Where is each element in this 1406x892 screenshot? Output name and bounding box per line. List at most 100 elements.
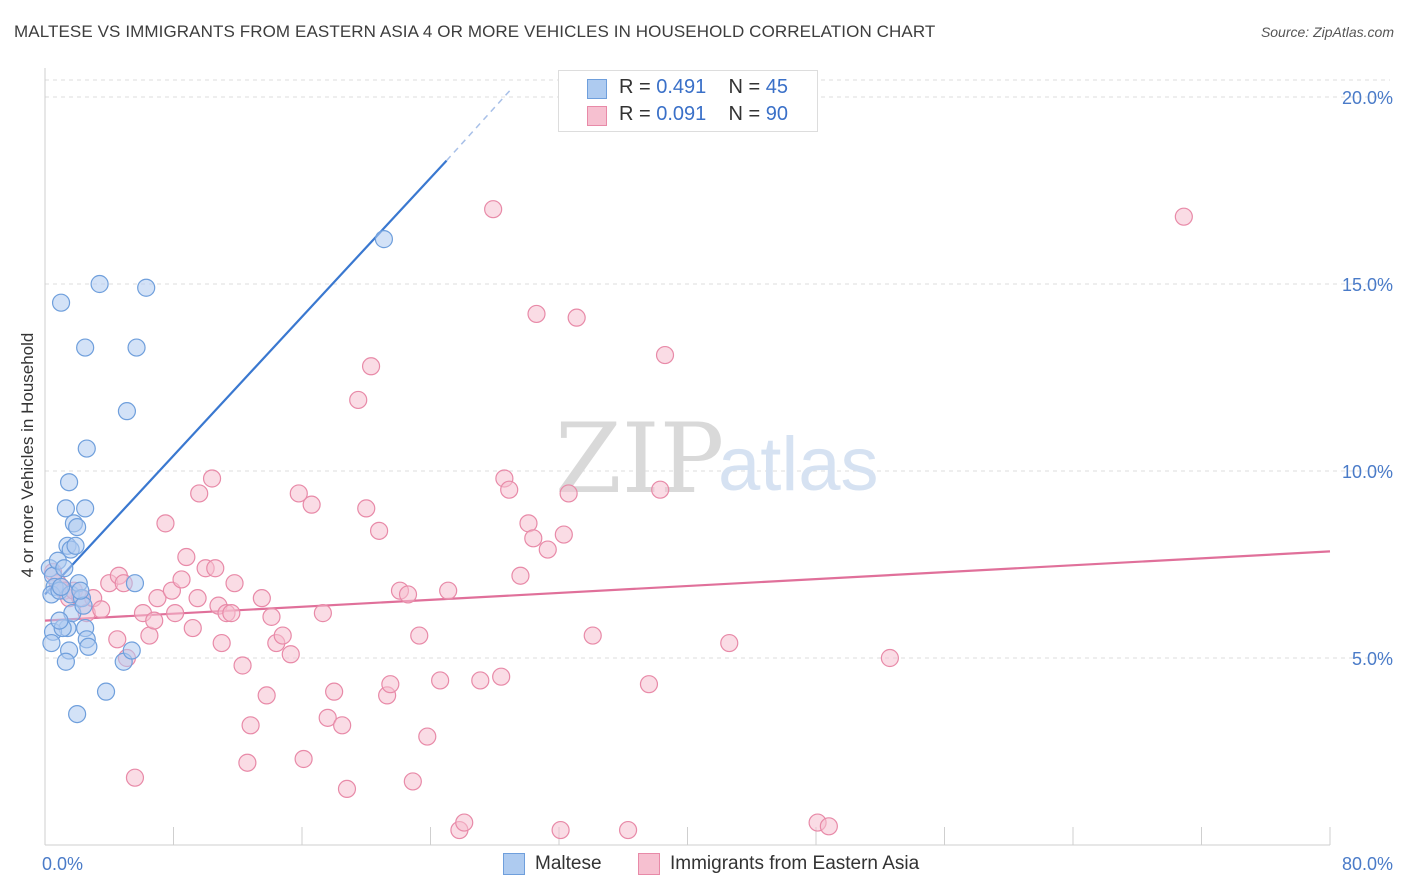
eastern-asia-point bbox=[403, 772, 422, 791]
eastern-asia-point bbox=[1174, 207, 1193, 226]
y-tick-label: 10.0% bbox=[1342, 462, 1393, 482]
legend-swatch-eastern-asia bbox=[587, 106, 607, 126]
eastern-asia-point bbox=[202, 469, 222, 488]
maltese-point bbox=[50, 611, 69, 630]
eastern-asia-point bbox=[172, 570, 191, 589]
maltese-point bbox=[51, 293, 71, 312]
legend-r-label: R = bbox=[619, 103, 651, 125]
eastern-asia-point bbox=[651, 480, 670, 499]
eastern-asia-point bbox=[524, 529, 543, 548]
eastern-asia-point bbox=[325, 682, 344, 701]
eastern-asia-point bbox=[108, 630, 127, 649]
y-tick-label: 20.0% bbox=[1342, 88, 1393, 108]
eastern-asia-point bbox=[190, 484, 209, 503]
eastern-asia-point bbox=[233, 656, 252, 675]
eastern-asia-point bbox=[206, 559, 225, 578]
eastern-asia-point bbox=[500, 480, 519, 499]
legend-n-value: 90 bbox=[765, 103, 789, 125]
eastern-asia-point bbox=[538, 540, 557, 559]
eastern-asia-point bbox=[381, 675, 400, 694]
eastern-asia-point bbox=[302, 495, 321, 514]
maltese-point bbox=[71, 581, 90, 600]
chart-title: MALTESE VS IMMIGRANTS FROM EASTERN ASIA … bbox=[14, 22, 936, 41]
maltese-point bbox=[90, 274, 109, 294]
maltese-trend-extension bbox=[446, 89, 512, 162]
y-tick-label: 15.0% bbox=[1342, 275, 1393, 295]
maltese-point bbox=[127, 338, 146, 357]
maltese-point bbox=[76, 338, 95, 357]
legend-n-label: N = bbox=[728, 103, 761, 125]
maltese-point bbox=[76, 499, 95, 518]
eastern-asia-point bbox=[349, 390, 368, 410]
legend-n-value: 45 bbox=[765, 76, 789, 98]
maltese-point bbox=[55, 559, 74, 578]
eastern-asia-point bbox=[337, 779, 357, 799]
eastern-asia-point bbox=[418, 727, 437, 746]
gridlines bbox=[45, 79, 1390, 659]
bottom-legend-label-eastern-asia: Immigrants from Eastern Asia bbox=[670, 853, 920, 874]
eastern-asia-point bbox=[511, 566, 530, 585]
eastern-asia-point bbox=[262, 607, 281, 626]
eastern-asia-point bbox=[241, 716, 260, 735]
maltese-point bbox=[56, 499, 75, 518]
watermark-atlas: atlas bbox=[718, 422, 879, 507]
eastern-asia-point bbox=[471, 671, 490, 690]
maltese-point bbox=[117, 402, 137, 421]
eastern-asia-point bbox=[583, 626, 602, 645]
eastern-asia-point bbox=[156, 514, 175, 533]
eastern-asia-point bbox=[222, 604, 241, 623]
legend-r-value: 0.091 bbox=[656, 103, 707, 125]
x-tick-labels: 0.0% 80.0% bbox=[42, 854, 1393, 874]
maltese-point bbox=[77, 439, 96, 458]
eastern-asia-point bbox=[145, 611, 164, 630]
eastern-asia-point bbox=[639, 675, 659, 694]
eastern-asia-point bbox=[238, 753, 257, 772]
eastern-asia-point bbox=[361, 357, 381, 376]
maltese-point bbox=[79, 637, 98, 656]
eastern-asia-point bbox=[148, 589, 167, 608]
maltese-point bbox=[137, 278, 156, 297]
watermark-zip: ZIP bbox=[555, 403, 724, 515]
maltese-point bbox=[68, 517, 87, 537]
eastern-asia-point bbox=[183, 618, 202, 638]
maltese-point bbox=[125, 574, 145, 593]
eastern-asia-point bbox=[281, 645, 300, 664]
correlation-legend: R = 0.491 N = 45 R = 0.091 N = 90 bbox=[558, 70, 818, 132]
maltese-point bbox=[56, 652, 75, 671]
eastern-asia-point bbox=[212, 633, 231, 653]
eastern-asia-point bbox=[527, 304, 546, 324]
eastern-asia-point bbox=[370, 521, 389, 540]
eastern-asia-point bbox=[177, 547, 196, 567]
legend-swatch-maltese bbox=[587, 79, 607, 99]
eastern-asia-point bbox=[551, 820, 570, 840]
eastern-asia-point bbox=[439, 581, 458, 600]
eastern-asia-point bbox=[880, 648, 899, 668]
x-tick-label: 80.0% bbox=[1342, 854, 1393, 874]
x-tick-label: 0.0% bbox=[42, 854, 83, 874]
maltese-point bbox=[59, 473, 79, 492]
eastern-asia-point bbox=[333, 716, 352, 735]
eastern-asia-point bbox=[431, 671, 450, 690]
legend-r-label: R = bbox=[619, 76, 651, 98]
eastern-asia-point bbox=[225, 574, 244, 593]
maltese-point bbox=[374, 230, 394, 249]
eastern-asia-point bbox=[655, 345, 675, 365]
watermark: ZIP atlas bbox=[555, 403, 879, 515]
eastern-asia-point bbox=[554, 525, 573, 544]
eastern-asia-point bbox=[125, 768, 145, 787]
data-points bbox=[40, 200, 1193, 840]
eastern-asia-point bbox=[289, 484, 308, 503]
eastern-asia-point bbox=[567, 308, 586, 327]
maltese-point bbox=[42, 633, 61, 653]
legend-n-label: N = bbox=[728, 76, 761, 98]
eastern-asia-point bbox=[618, 820, 638, 840]
y-tick-labels: 5.0% 10.0% 15.0% 20.0% bbox=[1342, 88, 1393, 669]
maltese-point bbox=[122, 641, 141, 660]
legend-r-value: 0.491 bbox=[656, 76, 707, 98]
eastern-asia-point bbox=[455, 813, 474, 832]
eastern-asia-point bbox=[398, 585, 418, 604]
trend-lines bbox=[44, 89, 1331, 622]
eastern-asia-point bbox=[720, 633, 739, 653]
axes bbox=[44, 68, 1331, 846]
bottom-legend-label-maltese: Maltese bbox=[535, 853, 602, 874]
